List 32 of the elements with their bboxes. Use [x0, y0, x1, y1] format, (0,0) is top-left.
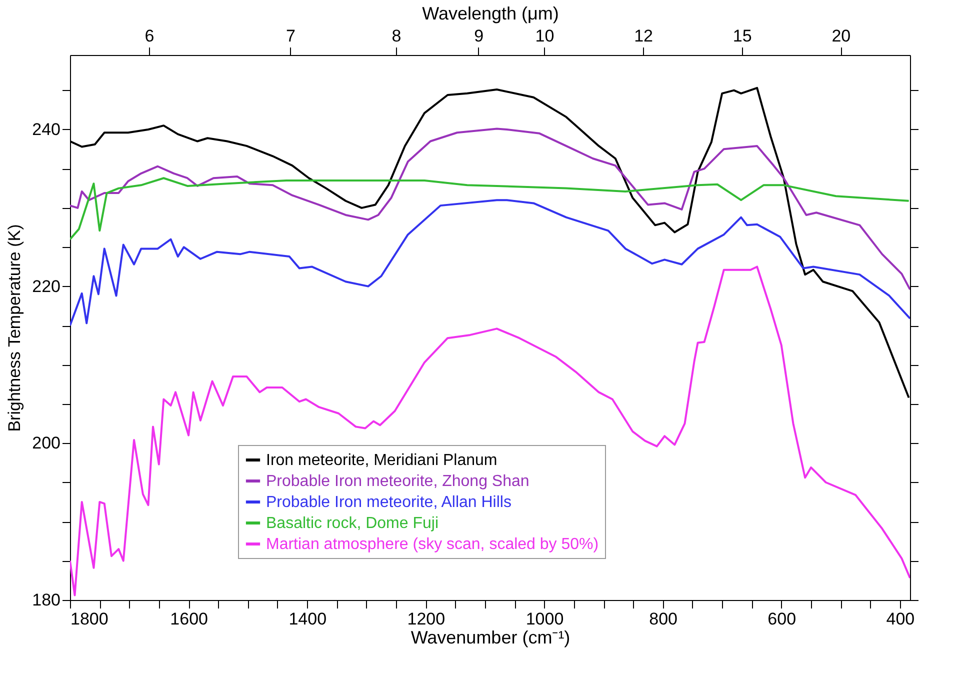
legend-label: Iron meteorite, Meridiani Planum	[266, 452, 498, 469]
y-tick-label: 200	[32, 434, 60, 453]
legend-label: Martian atmosphere (sky scan, scaled by 50%)	[266, 536, 599, 553]
text: 9	[474, 26, 484, 46]
text: 10	[535, 26, 554, 46]
y-axis-title: Brightness Temperature (K)	[5, 224, 24, 432]
x-tick-label: 1200	[407, 610, 446, 628]
text: 12	[634, 26, 654, 46]
line-series	[70, 199, 910, 327]
text: 8	[392, 26, 402, 46]
line-series	[70, 128, 910, 290]
x-tick-label: 800	[649, 610, 678, 628]
text: 20	[832, 26, 851, 46]
x2-axis-title: Wavelength (μm)	[422, 4, 559, 24]
text: 7	[286, 26, 296, 46]
y-tick-label: 220	[32, 276, 60, 296]
x-tick-label: 400	[886, 610, 915, 628]
text: 15	[732, 26, 752, 46]
legend-label: Basaltic rock, Dome Fuji	[266, 515, 438, 532]
y-tick-label: 180	[32, 590, 60, 610]
y-tick-label: 240	[32, 120, 60, 139]
x-tick-label: 1800	[70, 610, 108, 628]
x-tick-label: 1000	[526, 610, 564, 628]
x-tick-label: 1600	[170, 610, 208, 628]
line-series	[70, 266, 910, 596]
legend-label: Probable Iron meteorite, Zhong Shan	[266, 473, 530, 490]
x-tick-label: 600	[768, 610, 796, 628]
legend-label: Probable Iron meteorite, Allan Hills	[266, 494, 512, 511]
x-tick-label: 1400	[288, 610, 327, 628]
line-series	[70, 177, 910, 240]
x-axis-title: Wavenumber (cm⁻¹)	[410, 628, 570, 648]
text: 6	[144, 26, 154, 46]
